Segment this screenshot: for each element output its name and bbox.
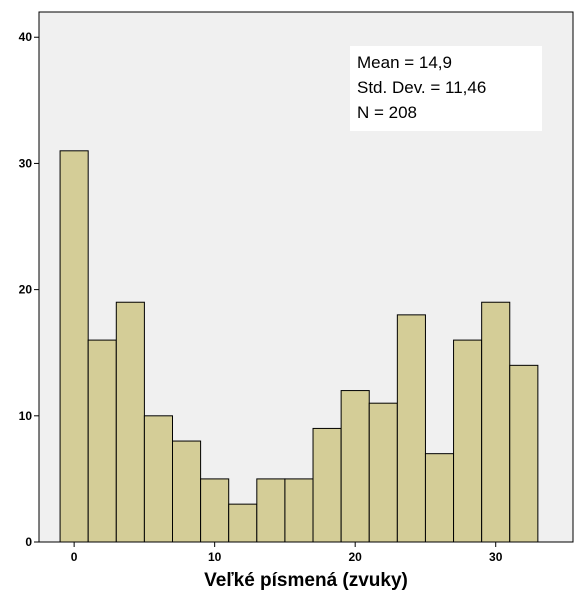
- stats-mean: Mean = 14,9: [357, 53, 452, 72]
- x-tick-label: 20: [349, 550, 363, 564]
- stats-n: N = 208: [357, 103, 417, 122]
- y-tick-label: 10: [19, 409, 33, 423]
- histogram-bar-3: [143, 415, 173, 543]
- histogram-bar-10: [340, 390, 370, 543]
- x-tick-label: 30: [489, 550, 503, 564]
- histogram-bar-8: [284, 478, 314, 543]
- histogram-bar-6: [228, 503, 258, 543]
- histogram-bar-7: [256, 478, 286, 543]
- y-tick-label: 20: [19, 283, 33, 297]
- histogram-bar-11: [368, 402, 398, 543]
- x-axis-title: Veľké písmená (zvuky): [204, 570, 408, 591]
- histogram-bar-2: [115, 301, 145, 543]
- histogram-bar-13: [424, 453, 455, 543]
- histogram-bar-5: [200, 478, 230, 543]
- histogram-bar-1: [87, 339, 117, 543]
- y-tick-label: 0: [25, 535, 32, 549]
- axes-group: 0 10 20 30 40 0 10 20 30: [19, 30, 503, 564]
- histogram-bar-0: [59, 150, 89, 543]
- y-tick-label: 30: [19, 156, 33, 170]
- x-tick-label: 10: [208, 550, 222, 564]
- stats-box: Mean = 14,9 Std. Dev. = 11,46 N = 208: [350, 46, 542, 131]
- x-tick-label: 0: [71, 550, 78, 564]
- histogram-bar-14: [453, 339, 483, 543]
- y-tick-label: 40: [19, 30, 33, 44]
- stats-std-dev: Std. Dev. = 11,46: [357, 78, 486, 97]
- histogram-bar-9: [312, 427, 342, 543]
- stats-box-background: [350, 46, 542, 131]
- histogram-bar-4: [172, 440, 202, 543]
- histogram-bar-12: [396, 314, 426, 543]
- histogram-bar-16: [509, 364, 539, 543]
- bars-group: [59, 150, 539, 543]
- histogram-bar-15: [481, 301, 511, 543]
